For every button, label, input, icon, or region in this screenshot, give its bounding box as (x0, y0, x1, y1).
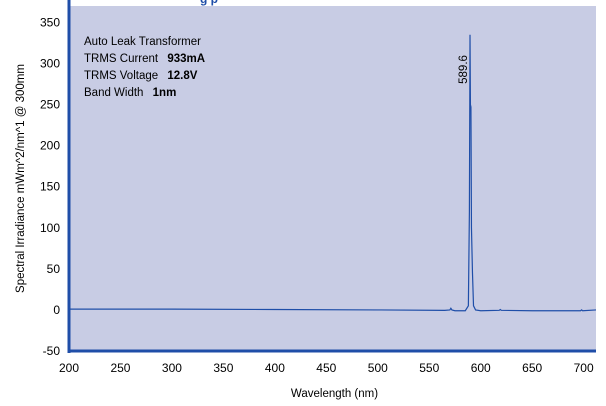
annotation-label: TRMS Voltage (84, 70, 158, 82)
x-tick-label: 550 (419, 361, 439, 375)
y-tick-label: 0 (53, 303, 60, 317)
annotation-label: TRMS Current (84, 53, 159, 65)
annotation-line-2: TRMS Current 933mA (84, 53, 205, 65)
x-tick-label: 250 (110, 361, 130, 375)
annotation-label: Band Width (84, 87, 143, 99)
y-tick-label: 350 (40, 15, 60, 29)
tick-layer: -50 0 50 100 150 200 250 300 350 200 250 300 350 400 4… (40, 15, 594, 375)
y-tick-label: 50 (47, 262, 61, 276)
annotation-line-3: TRMS Voltage 12.8V (84, 70, 198, 82)
annotation-value: 12.8V (167, 70, 197, 82)
y-tick-label: 300 (40, 57, 60, 71)
annotation-block: Auto Leak Transformer TRMS Current 933mA… (84, 36, 205, 99)
annotation-value: 933mA (167, 53, 205, 65)
x-tick-label: 300 (162, 361, 182, 375)
y-tick-label: -50 (43, 344, 61, 358)
x-tick-label: 650 (522, 361, 542, 375)
x-axis-title: Wavelength (nm) (291, 388, 378, 400)
annotation-label: Auto Leak Transformer (84, 36, 201, 48)
series-line-spectrum (69, 34, 597, 312)
x-tick-label: 350 (213, 361, 233, 375)
x-tick-label: 200 (59, 361, 79, 375)
plot-area (69, 6, 596, 351)
x-tick-label: 500 (368, 361, 388, 375)
y-axis-title: Spectral Irradiance mWm^2/nm^1 @ 300mm (15, 64, 27, 293)
annotation-value: 1nm (153, 87, 177, 99)
x-tick-label: 400 (265, 361, 285, 375)
annotation-line-4: Band Width 1nm (84, 87, 176, 99)
y-tick-label: 100 (40, 221, 60, 235)
y-tick-label: 150 (40, 180, 60, 194)
y-tick-label: 200 (40, 139, 60, 153)
x-tick-label: 700 (574, 361, 594, 375)
annotation-line-1: Auto Leak Transformer (84, 36, 201, 48)
peak-label: 589.6 (458, 55, 470, 84)
x-tick-label: 600 (471, 361, 491, 375)
y-tick-label: 250 (40, 98, 60, 112)
chart-title-partial: g p (200, 0, 218, 6)
x-tick-label: 450 (316, 361, 336, 375)
